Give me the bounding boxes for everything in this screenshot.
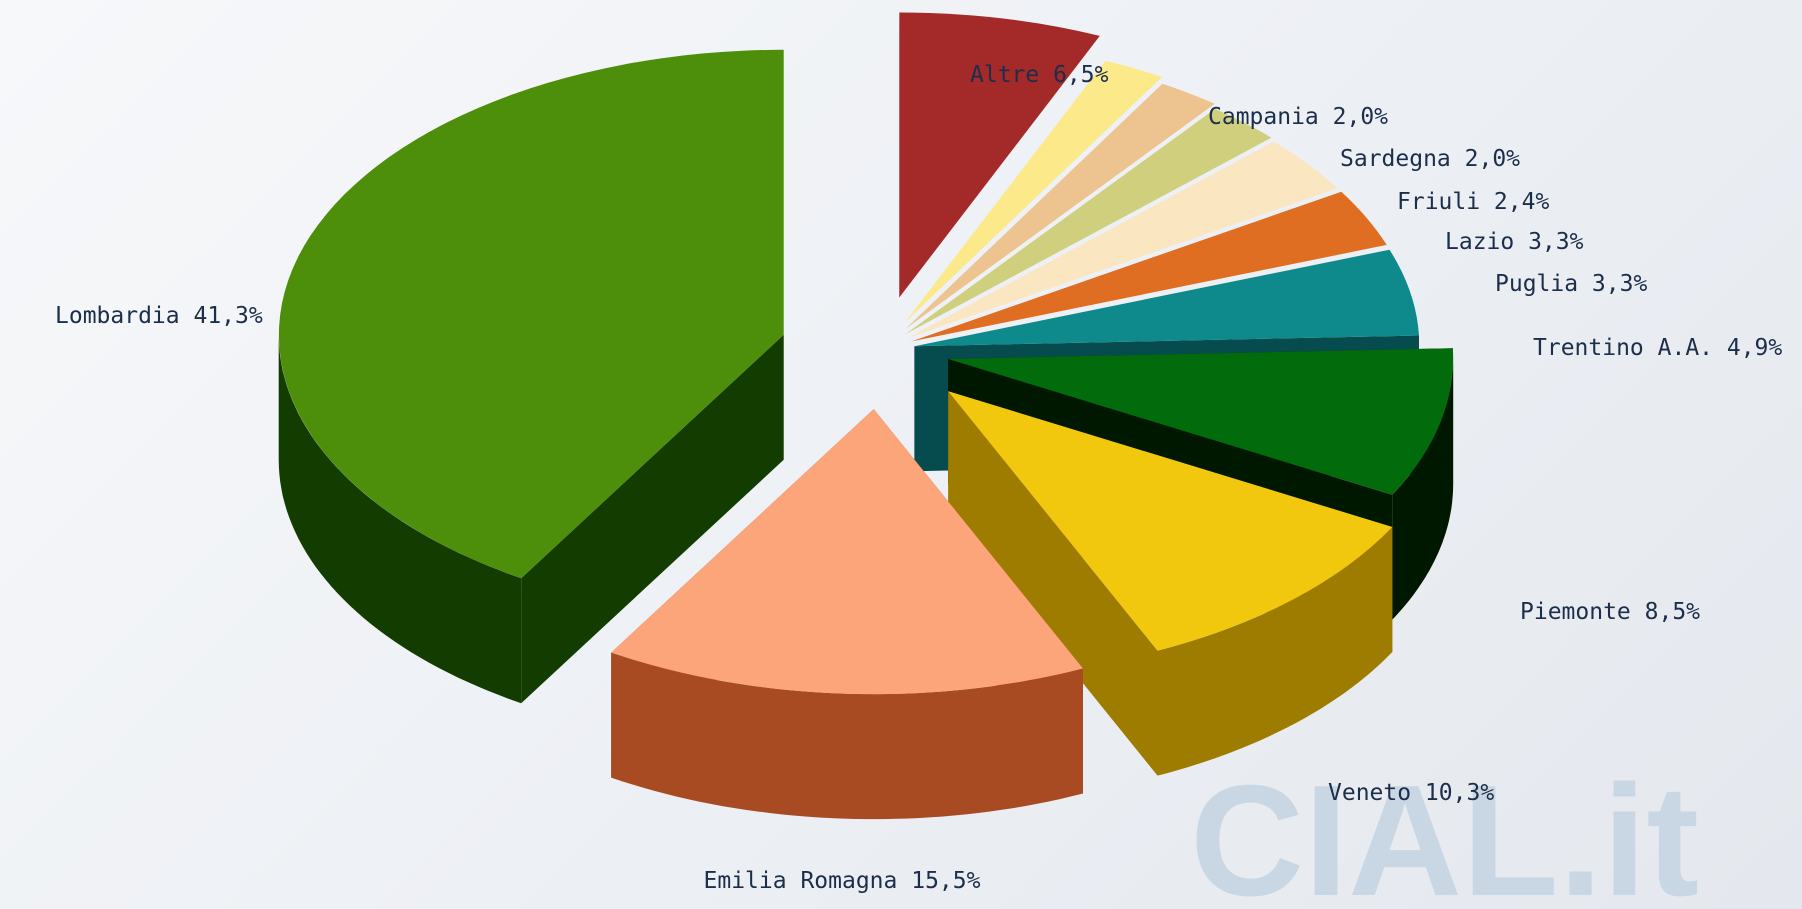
label-puglia: Puglia 3,3% <box>1495 271 1647 297</box>
label-emilia-romagna: Emilia Romagna 15,5% <box>704 868 981 894</box>
slice-emilia-romagna <box>611 409 1083 695</box>
slice-lombardia <box>278 49 784 579</box>
slice-puglia <box>911 191 1387 342</box>
slice-veneto <box>948 391 1393 651</box>
label-lombardia: Lombardia 41,3% <box>55 303 263 329</box>
label-veneto: Veneto 10,3% <box>1328 780 1494 806</box>
label-lazio: Lazio 3,3% <box>1445 229 1584 255</box>
slice-wall-veneto <box>948 391 1158 776</box>
slice-side-emilia-romagna <box>611 652 1083 820</box>
label-sardegna: Sardegna 2,0% <box>1340 146 1520 172</box>
slice-wall-lombardia <box>521 334 784 704</box>
slice-sardegna <box>905 83 1215 329</box>
label-altre: Altre 6,5% <box>970 62 1109 88</box>
slice-friuli <box>905 108 1272 335</box>
slice-trentino-a-a <box>914 249 1419 347</box>
slice-depth-lombardia <box>278 334 784 704</box>
watermark: CIAL.it <box>1190 753 1699 909</box>
slice-lazio <box>907 141 1338 338</box>
slice-campania <box>904 60 1162 323</box>
label-piemonte: Piemonte 8,5% <box>1520 599 1700 625</box>
pie-slices <box>278 12 1454 695</box>
slice-side-lombardia <box>278 334 522 704</box>
slice-side-piemonte <box>1392 359 1454 620</box>
label-friuli: Friuli 2,4% <box>1397 189 1549 215</box>
slice-side-veneto <box>1157 527 1393 776</box>
label-campania: Campania 2,0% <box>1208 104 1388 130</box>
pie-labels: Altre 6,5% Campania 2,0% Sardegna 2,0% Friu… <box>55 62 1782 894</box>
slice-altre <box>899 12 1100 298</box>
slice-piemonte <box>948 348 1454 495</box>
label-trentino-a-a: Trentino A.A. 4,9% <box>1533 335 1782 361</box>
